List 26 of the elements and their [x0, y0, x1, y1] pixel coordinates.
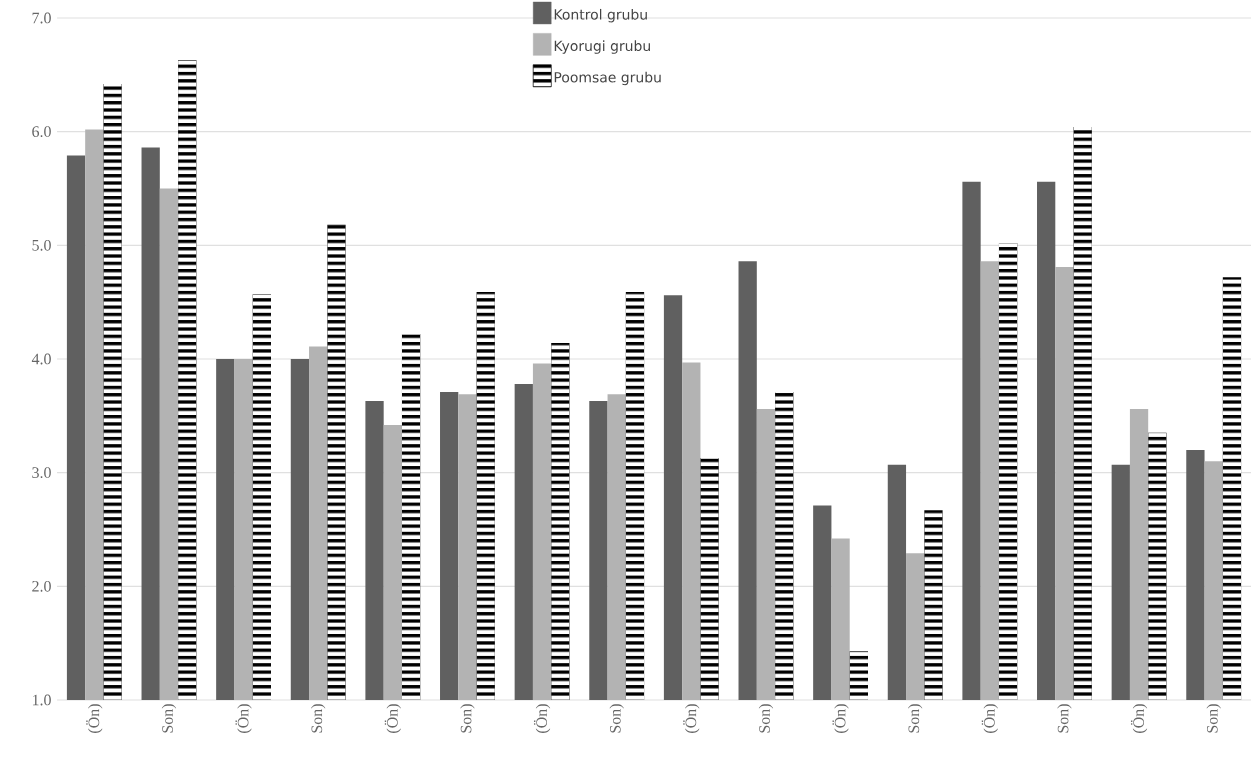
legend-label: Poomsae grubu	[554, 71, 661, 86]
x-tick-label: (Ön)	[86, 704, 103, 733]
x-tick-label: (Ön)	[683, 704, 700, 733]
x-tick-label: Son)	[907, 704, 923, 733]
x-tick-label: (Ön)	[1130, 704, 1148, 733]
y-tick-label: 4.0	[31, 353, 51, 365]
legend-label: Kyorugi grubu	[554, 40, 650, 54]
legend-label: Kontrol grubu	[554, 8, 647, 23]
y-tick-label: 3.0	[32, 467, 51, 479]
x-tick-label: Son)	[1057, 704, 1072, 733]
x-tick-label: Son)	[161, 704, 177, 733]
y-tick-label: 5.0	[32, 239, 51, 251]
y-tick-label: 2.0	[32, 580, 51, 592]
x-tick-label: (Ön)	[832, 704, 849, 733]
x-tick-label: (Ön)	[981, 704, 998, 733]
x-tick-label: Son)	[609, 704, 624, 733]
y-tick-label: 6.0	[32, 126, 51, 138]
x-tick-label: Son)	[1206, 704, 1221, 733]
y-tick-label: 1.0	[32, 694, 51, 706]
x-tick-label: (Ön)	[533, 704, 551, 733]
y-tick-label: 7.0	[32, 12, 51, 24]
x-tick-label: (Ön)	[384, 704, 401, 733]
x-tick-label: Son)	[758, 704, 774, 733]
x-tick-label: Son)	[460, 704, 475, 733]
x-tick-label: (Ön)	[235, 704, 252, 733]
x-tick-label: Son)	[310, 704, 326, 733]
